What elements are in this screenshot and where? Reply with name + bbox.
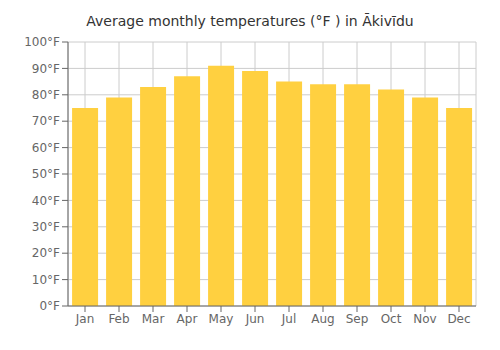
svg-text:Jan: Jan [75,312,95,326]
svg-text:30°F: 30°F [32,220,60,234]
svg-text:Apr: Apr [177,312,198,326]
svg-text:Jul: Jul [281,312,296,326]
svg-text:0°F: 0°F [39,299,60,313]
svg-text:Aug: Aug [311,312,334,326]
svg-text:Jun: Jun [245,312,265,326]
svg-text:80°F: 80°F [32,88,60,102]
svg-text:10°F: 10°F [32,273,60,287]
svg-text:100°F: 100°F [24,35,60,49]
svg-text:Nov: Nov [413,312,436,326]
svg-text:Dec: Dec [447,312,470,326]
svg-text:Mar: Mar [142,312,165,326]
svg-text:50°F: 50°F [32,167,60,181]
svg-text:60°F: 60°F [32,141,60,155]
svg-text:70°F: 70°F [32,114,60,128]
svg-text:Feb: Feb [108,312,129,326]
svg-text:Oct: Oct [381,312,402,326]
svg-text:Sep: Sep [346,312,369,326]
html-text:Average monthly temperatures (: Average monthly temperatures (°F ) in Āk… [86,13,414,29]
svg-text:May: May [209,312,234,326]
svg-text:90°F: 90°F [32,62,60,76]
svg-text:40°F: 40°F [32,194,60,208]
svg-text:20°F: 20°F [32,246,60,260]
